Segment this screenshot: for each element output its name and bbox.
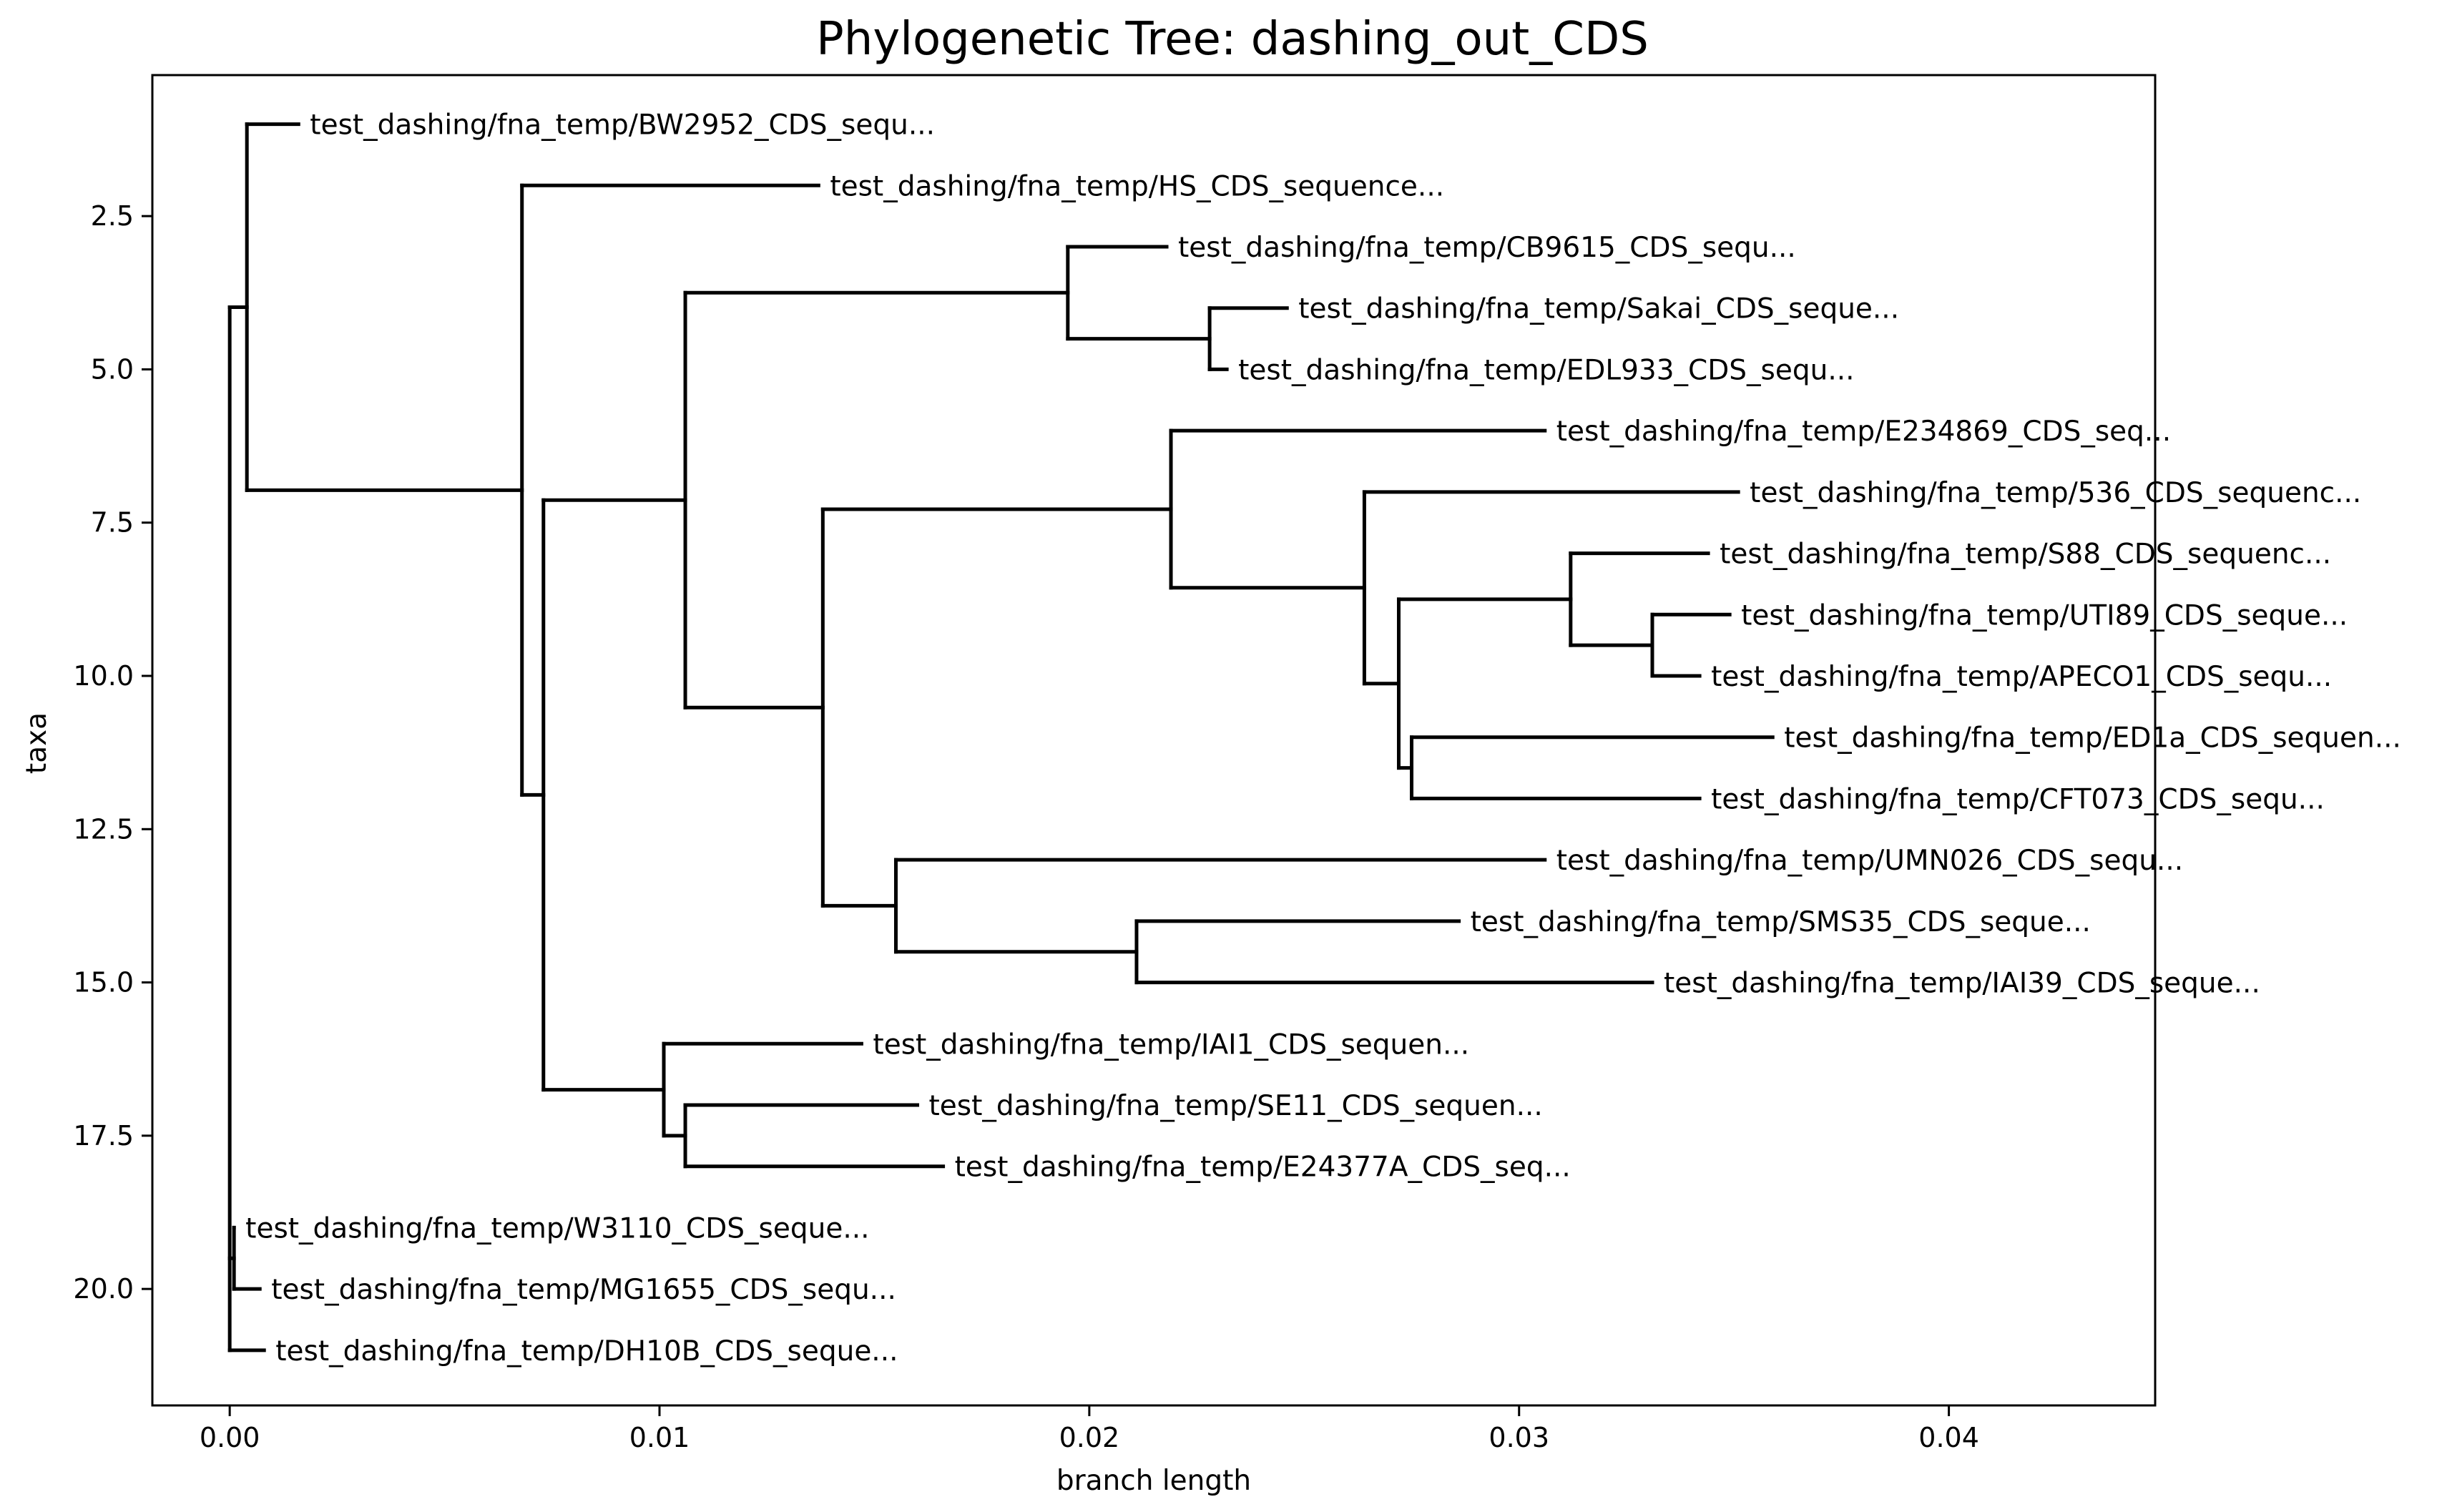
- plot-frame: [151, 74, 2157, 1407]
- y-axis-ticks: 2.5 5.0 7.5 10.0 12.5 15.0 17.5 20.0: [73, 200, 152, 1305]
- leaf-label-leaf12: test_dashing/fna_temp/CFT073_CDS_sequ...: [1711, 783, 2325, 815]
- x-tick-label: 0.04: [1918, 1422, 1979, 1453]
- leaf-label-leaf20: test_dashing/fna_temp/MG1655_CDS_sequ...: [271, 1274, 896, 1306]
- leaf-label-leaf3: test_dashing/fna_temp/CB9615_CDS_sequ...: [1178, 232, 1796, 264]
- leaf-label-leaf10: test_dashing/fna_temp/APECO1_CDS_sequ...: [1711, 661, 2332, 693]
- leaf-label-leaf9: test_dashing/fna_temp/UTI89_CDS_seque...: [1741, 599, 2348, 632]
- x-tick-label: 0.01: [629, 1422, 690, 1453]
- leaf-label-leaf6: test_dashing/fna_temp/E234869_CDS_seq...: [1556, 416, 2171, 448]
- y-tick-label: 15.0: [73, 967, 134, 998]
- leaf-label-leaf15: test_dashing/fna_temp/IAI39_CDS_seque...: [1664, 968, 2260, 1000]
- leaf-label-leaf1: test_dashing/fna_temp/BW2952_CDS_sequ...: [310, 109, 935, 142]
- y-tick-label: 17.5: [73, 1120, 134, 1152]
- leaf-label-leaf18: test_dashing/fna_temp/E24377A_CDS_seq...: [955, 1152, 1571, 1184]
- x-axis-ticks: 0.00 0.01 0.02 0.03 0.04: [200, 1405, 1979, 1453]
- leaf-label-leaf17: test_dashing/fna_temp/SE11_CDS_sequen...: [929, 1090, 1543, 1122]
- y-tick-label: 5.0: [91, 353, 134, 385]
- y-tick-label: 10.0: [73, 660, 134, 692]
- leaf-label-leaf5: test_dashing/fna_temp/EDL933_CDS_sequ...: [1238, 354, 1854, 386]
- x-tick-label: 0.03: [1489, 1422, 1549, 1453]
- x-tick-label: 0.00: [200, 1422, 260, 1453]
- leaf-label-leaf21: test_dashing/fna_temp/DH10B_CDS_seque...: [275, 1335, 898, 1368]
- leaf-labels: test_dashing/fna_temp/BW2952_CDS_sequ...…: [245, 109, 2401, 1368]
- chart-title: Phylogenetic Tree: dashing_out_CDS: [816, 13, 1649, 66]
- leaf-label-leaf13: test_dashing/fna_temp/UMN026_CDS_sequ...: [1556, 845, 2183, 877]
- leaf-label-leaf16: test_dashing/fna_temp/IAI1_CDS_sequen...: [873, 1029, 1469, 1061]
- leaf-label-leaf7: test_dashing/fna_temp/536_CDS_sequenc...: [1750, 477, 2361, 509]
- y-tick-label: 20.0: [73, 1273, 134, 1305]
- y-tick-label: 7.5: [91, 507, 134, 539]
- leaf-label-leaf2: test_dashing/fna_temp/HS_CDS_sequence...: [830, 170, 1444, 202]
- leaf-label-leaf11: test_dashing/fna_temp/ED1a_CDS_sequen...: [1784, 722, 2401, 755]
- y-tick-label: 12.5: [73, 813, 134, 845]
- tree-branches: [227, 122, 1775, 1353]
- leaf-label-leaf14: test_dashing/fna_temp/SMS35_CDS_seque...: [1471, 906, 2091, 938]
- y-tick-label: 2.5: [91, 200, 134, 232]
- leaf-label-leaf8: test_dashing/fna_temp/S88_CDS_sequenc...: [1720, 539, 2331, 571]
- leaf-label-leaf19: test_dashing/fna_temp/W3110_CDS_seque...: [245, 1212, 869, 1245]
- x-tick-label: 0.02: [1059, 1422, 1120, 1453]
- y-axis-label: taxa: [21, 712, 53, 774]
- x-axis-label: branch length: [1056, 1465, 1251, 1497]
- leaf-label-leaf4: test_dashing/fna_temp/Sakai_CDS_seque...: [1298, 293, 1899, 325]
